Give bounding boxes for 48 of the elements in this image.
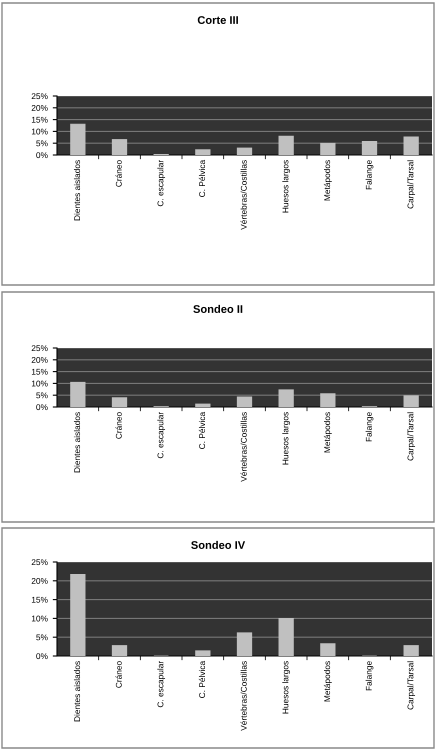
x-tick-label: C. Pélvica <box>198 160 206 197</box>
y-tick-label: 0% <box>36 404 48 410</box>
y-tick-label: 10% <box>32 380 48 386</box>
y-tick-label: 0% <box>36 653 48 660</box>
y-tick-label: 20% <box>32 105 48 111</box>
x-tick-label: Metápodos <box>324 412 332 452</box>
y-tick-label: 10% <box>32 616 48 622</box>
x-tick-label: Falange <box>366 160 374 190</box>
x-tick-label: Vértebras/Costillas <box>240 160 247 230</box>
x-tick-label: Cráneo <box>116 160 122 187</box>
x-tick-label: Falange <box>366 661 374 690</box>
x-tick-label: Dientes aislados <box>74 412 80 472</box>
x-tick-label: Dientes aislados <box>74 160 80 220</box>
x-tick-label: Cráneo <box>116 412 122 439</box>
y-tick-label: 5% <box>36 392 48 398</box>
y-tick-label: 10% <box>32 128 48 134</box>
x-tick-label: Carpal/Tarsal <box>407 160 416 209</box>
chart-title: Sondeo IV <box>191 540 246 549</box>
y-tick-label: 20% <box>32 357 48 363</box>
x-tick-label: Metápodos <box>324 661 332 702</box>
y-tick-label: 15% <box>32 116 48 123</box>
x-tick-label: C. escapular <box>157 660 166 708</box>
x-tick-label: Carpal/Tarsal <box>407 661 416 710</box>
x-tick-label: Huesos largos <box>282 412 290 464</box>
x-tick-label: Carpal/Tarsal <box>407 412 416 461</box>
x-tick-label: C. escapular <box>157 412 166 458</box>
y-tick-label: 5% <box>36 634 48 640</box>
y-tick-label: 15% <box>32 368 48 375</box>
x-tick-label: Falange <box>366 412 374 442</box>
x-tick-label: C. Pélvica <box>198 660 206 698</box>
x-tick-label: C. Pélvica <box>198 412 206 449</box>
y-tick-label: 0% <box>36 152 48 158</box>
y-tick-label: 5% <box>36 140 48 146</box>
x-tick-label: Huesos largos <box>282 661 290 714</box>
x-tick-label: C. escapular <box>157 160 166 206</box>
chart-title: Sondeo II <box>193 304 242 313</box>
x-tick-label: Huesos largos <box>282 160 290 212</box>
y-tick-label: 25% <box>32 345 48 352</box>
x-tick-label: Metápodos <box>324 160 332 200</box>
x-tick-label: Dientes aislados <box>74 661 80 722</box>
x-tick-label: Cráneo <box>116 661 122 688</box>
y-tick-label: 25% <box>32 93 48 100</box>
y-tick-label: 15% <box>32 596 48 603</box>
y-tick-label: 25% <box>32 559 48 566</box>
chart-title: Corte III <box>198 16 238 24</box>
x-tick-label: Vértebras/Costillas <box>240 412 247 482</box>
x-tick-label: Vértebras/Costillas <box>240 661 247 731</box>
y-tick-label: 20% <box>32 578 48 584</box>
